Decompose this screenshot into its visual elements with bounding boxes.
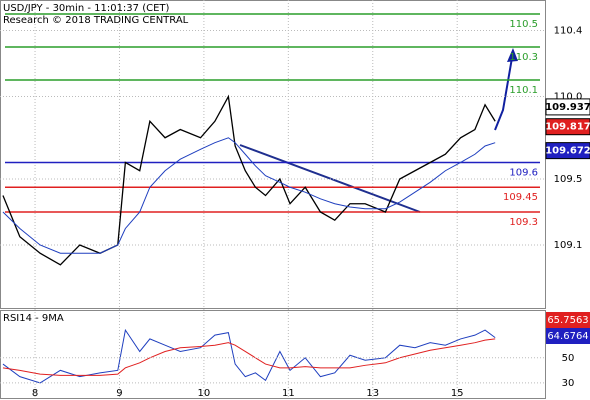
x-tick-label: 13 <box>366 388 379 399</box>
y-tick-label: 109.1 <box>554 240 583 251</box>
chart-subtitle: Research © 2018 TRADING CENTRAL <box>3 15 189 26</box>
x-tick-label: 10 <box>198 388 211 399</box>
arrow-head <box>507 48 518 62</box>
y-tick-label: 50 <box>562 353 575 364</box>
price-tag <box>545 98 590 116</box>
price-tag-label: 109.937 <box>545 102 590 113</box>
rsi-tag <box>546 312 590 328</box>
level-label: 109.6 <box>509 167 538 178</box>
level-label: 110.3 <box>509 52 538 63</box>
price-tag-label: 109.817 <box>545 122 590 133</box>
level-label: 109.3 <box>509 217 538 228</box>
forecast-arrow <box>494 51 514 131</box>
level-label: 110.1 <box>509 85 538 96</box>
y-tick-label: 110.0 <box>554 92 583 103</box>
x-tick-label: 9 <box>116 388 122 399</box>
level-label: 109.45 <box>503 192 538 203</box>
price-tag-label: 109.672 <box>545 146 590 157</box>
chart-title: USD/JPY - 30min - 11:01:37 (CET) <box>3 3 170 14</box>
rsi-tag-label: 64.6764 <box>547 331 588 342</box>
series-line <box>2 137 496 254</box>
x-tick-label: 11 <box>282 388 295 399</box>
y-tick-label: 30 <box>562 378 575 389</box>
rsi-tag <box>546 328 590 344</box>
y-tick-label: 109.5 <box>554 174 583 185</box>
x-tick-label: 8 <box>32 388 38 399</box>
series-line <box>2 328 496 384</box>
level-label: 110.5 <box>509 19 538 30</box>
series-line <box>2 94 496 266</box>
rsi-tag-label: 65.7563 <box>547 315 588 326</box>
x-tick-label: 15 <box>451 388 464 399</box>
y-tick-label: 110.4 <box>554 26 583 37</box>
series-line <box>2 338 496 376</box>
rsi-title: RSI14 - 9MA <box>3 313 64 324</box>
rsi-panel <box>0 310 546 399</box>
price-tag <box>545 142 590 160</box>
price-tag <box>545 118 590 136</box>
